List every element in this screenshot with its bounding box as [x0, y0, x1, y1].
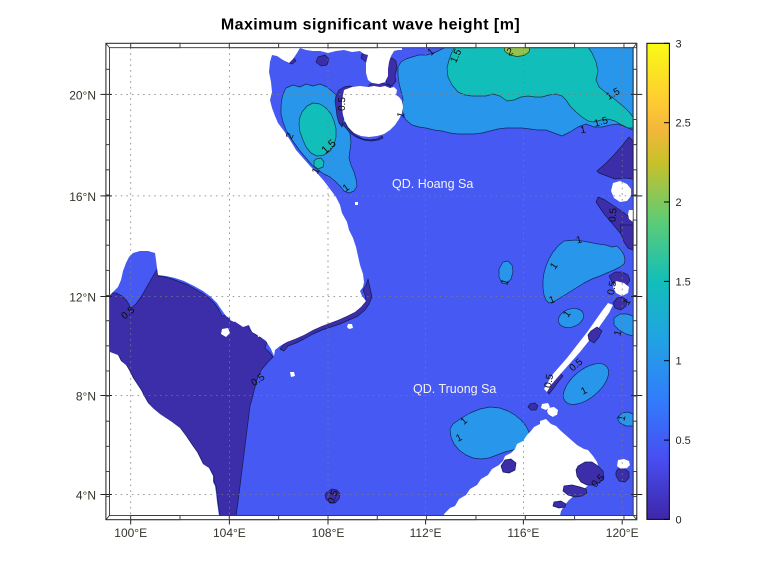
svg-text:1: 1 — [341, 182, 352, 194]
svg-text:1: 1 — [395, 110, 407, 119]
svg-text:1: 1 — [579, 385, 589, 398]
svg-text:0: 0 — [676, 514, 682, 526]
svg-text:0.5: 0.5 — [607, 207, 619, 222]
svg-text:1: 1 — [426, 46, 438, 58]
svg-text:16°N: 16°N — [69, 190, 96, 204]
svg-text:2.5: 2.5 — [676, 118, 691, 130]
svg-text:20°N: 20°N — [69, 88, 96, 102]
svg-text:2: 2 — [284, 131, 297, 141]
svg-text:120°E: 120°E — [606, 526, 639, 540]
svg-text:4°N: 4°N — [76, 489, 96, 503]
svg-text:3: 3 — [676, 38, 682, 50]
svg-text:108°E: 108°E — [312, 526, 345, 540]
svg-text:112°E: 112°E — [410, 526, 442, 540]
svg-text:0.5: 0.5 — [543, 373, 556, 389]
svg-text:1: 1 — [561, 308, 573, 319]
svg-text:QD. Truong Sa: QD. Truong Sa — [413, 382, 496, 396]
svg-text:1: 1 — [612, 329, 624, 338]
svg-text:1: 1 — [499, 277, 511, 286]
svg-text:0.5: 0.5 — [676, 435, 691, 447]
svg-text:1.5: 1.5 — [676, 276, 691, 288]
svg-text:0.5: 0.5 — [337, 96, 348, 111]
svg-text:8°N: 8°N — [76, 390, 96, 404]
svg-text:1.5: 1.5 — [593, 115, 610, 129]
svg-text:1: 1 — [548, 260, 560, 271]
svg-text:0.5: 0.5 — [326, 488, 341, 505]
svg-text:1: 1 — [459, 415, 471, 427]
svg-text:QD. Hoang Sa: QD. Hoang Sa — [392, 177, 473, 191]
svg-text:1: 1 — [621, 297, 634, 308]
svg-text:1: 1 — [310, 166, 323, 176]
svg-text:2: 2 — [676, 197, 682, 209]
svg-text:0.5: 0.5 — [606, 280, 619, 296]
svg-text:1: 1 — [676, 356, 682, 368]
svg-text:1.5: 1.5 — [449, 47, 465, 65]
svg-text:1: 1 — [575, 234, 584, 246]
svg-text:1: 1 — [454, 432, 464, 445]
svg-text:2: 2 — [505, 46, 515, 59]
svg-text:104°E: 104°E — [213, 526, 246, 540]
svg-text:1: 1 — [548, 294, 557, 306]
svg-text:1: 1 — [579, 125, 587, 137]
svg-text:116°E: 116°E — [507, 526, 539, 540]
svg-text:Maximum significant wave heigh: Maximum significant wave height [m] — [221, 17, 520, 34]
svg-text:100°E: 100°E — [114, 526, 147, 540]
svg-text:12°N: 12°N — [69, 291, 96, 305]
